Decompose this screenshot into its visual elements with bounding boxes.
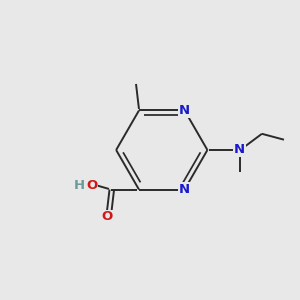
Text: H: H [74, 178, 85, 192]
Text: N: N [179, 183, 190, 196]
Text: N: N [234, 143, 245, 157]
Text: O: O [86, 178, 98, 192]
Text: N: N [179, 104, 190, 117]
Text: O: O [101, 210, 112, 224]
